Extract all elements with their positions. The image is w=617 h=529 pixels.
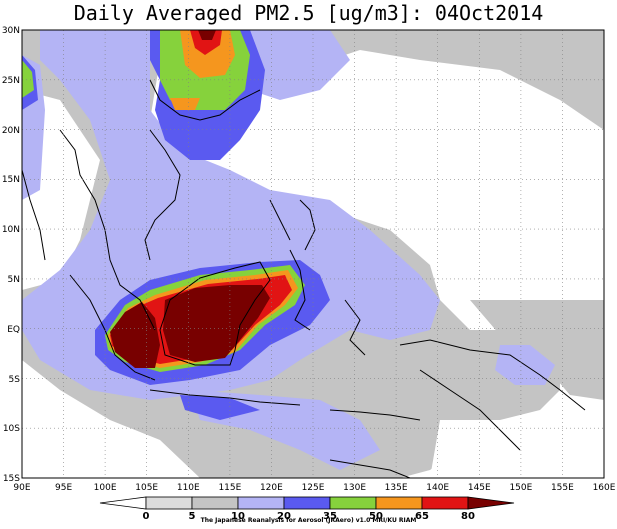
pm25-contour-20-35-s: [180, 395, 260, 420]
colorbar-segment: [283, 496, 331, 510]
lat-tick-label: EQ: [7, 325, 20, 335]
lon-tick-label: 115E: [218, 483, 241, 493]
lat-tick-label: 10S: [3, 424, 20, 434]
lat-tick-label: 10N: [2, 225, 20, 235]
credit-line: The Japanese Reanalysis for Aerosol (JRA…: [200, 517, 417, 524]
lon-tick-label: 160E: [593, 483, 616, 493]
colorbar-segment: [145, 496, 193, 510]
pm25-contour-over-80-sumatra: [110, 302, 160, 368]
lon-tick-label: 95E: [55, 483, 72, 493]
lon-tick-label: 150E: [509, 483, 532, 493]
lat-tick-label: 25N: [2, 76, 20, 86]
colorbar-segment: [99, 496, 147, 510]
lon-tick-label: 140E: [426, 483, 449, 493]
pm25-contour-5-10-e: [470, 300, 604, 400]
lon-tick-label: 135E: [385, 483, 408, 493]
pm25-contour-50-65-b: [170, 98, 200, 110]
lat-tick-labels: 30N 25N 20N 15N 10N 5N EQ 5S 10S 15S: [2, 26, 20, 484]
lat-tick-label: 15N: [2, 175, 20, 185]
colorbar-labels: 0 5 10 20 35 50 65 80: [143, 511, 475, 522]
colorbar-label: 65: [415, 511, 429, 522]
lon-tick-label: 130E: [343, 483, 366, 493]
pm25-field: [22, 30, 604, 478]
lat-tick-label: 15S: [3, 474, 20, 484]
colorbar-segment: [329, 496, 377, 510]
pm25-clean-south-east: [430, 420, 604, 478]
lat-tick-label: 5S: [9, 375, 21, 385]
colorbar: [99, 496, 515, 510]
pm25-clean-south-west: [22, 360, 200, 478]
lon-tick-label: 145E: [468, 483, 491, 493]
pm25-clean-north-pacific: [330, 110, 604, 290]
colorbar-label: 35: [323, 511, 337, 522]
colorbar-segment: [421, 496, 469, 510]
lat-tick-label: 20N: [2, 126, 20, 136]
colorbar-label: 20: [277, 511, 291, 522]
lat-tick-label: 5N: [8, 275, 20, 285]
colorbar-segment: [467, 496, 515, 510]
lon-tick-label: 90E: [13, 483, 30, 493]
lon-tick-label: 105E: [135, 483, 158, 493]
map-title: Daily Averaged PM2.5 [ug/m3]: 04Oct2014: [73, 1, 544, 25]
colorbar-label: 0: [143, 511, 150, 522]
graticule: [22, 30, 604, 478]
lon-tick-label: 100E: [94, 483, 117, 493]
colorbar-label: 80: [461, 511, 475, 522]
pm25-contour-over-80-n: [198, 30, 216, 40]
lon-tick-label: 110E: [177, 483, 200, 493]
pm25-contour-over-80-borneo: [163, 285, 270, 362]
colorbar-label: 50: [369, 511, 383, 522]
lat-tick-label: 30N: [2, 26, 20, 36]
lon-tick-label: 155E: [551, 483, 574, 493]
pm25-contour-65-80: [190, 30, 222, 55]
lon-tick-label: 125E: [302, 483, 325, 493]
colorbar-segment: [375, 496, 423, 510]
colorbar-label: 10: [231, 511, 245, 522]
colorbar-segment: [191, 496, 239, 510]
map-frame: [21, 29, 605, 479]
lon-tick-labels: 90E 95E 100E 105E 110E 115E 120E 125E 13…: [13, 483, 615, 493]
pm25-contour-35-50-nw: [22, 60, 34, 98]
colorbar-label: 5: [189, 511, 196, 522]
lon-tick-label: 120E: [260, 483, 283, 493]
colorbar-segment: [237, 496, 285, 510]
